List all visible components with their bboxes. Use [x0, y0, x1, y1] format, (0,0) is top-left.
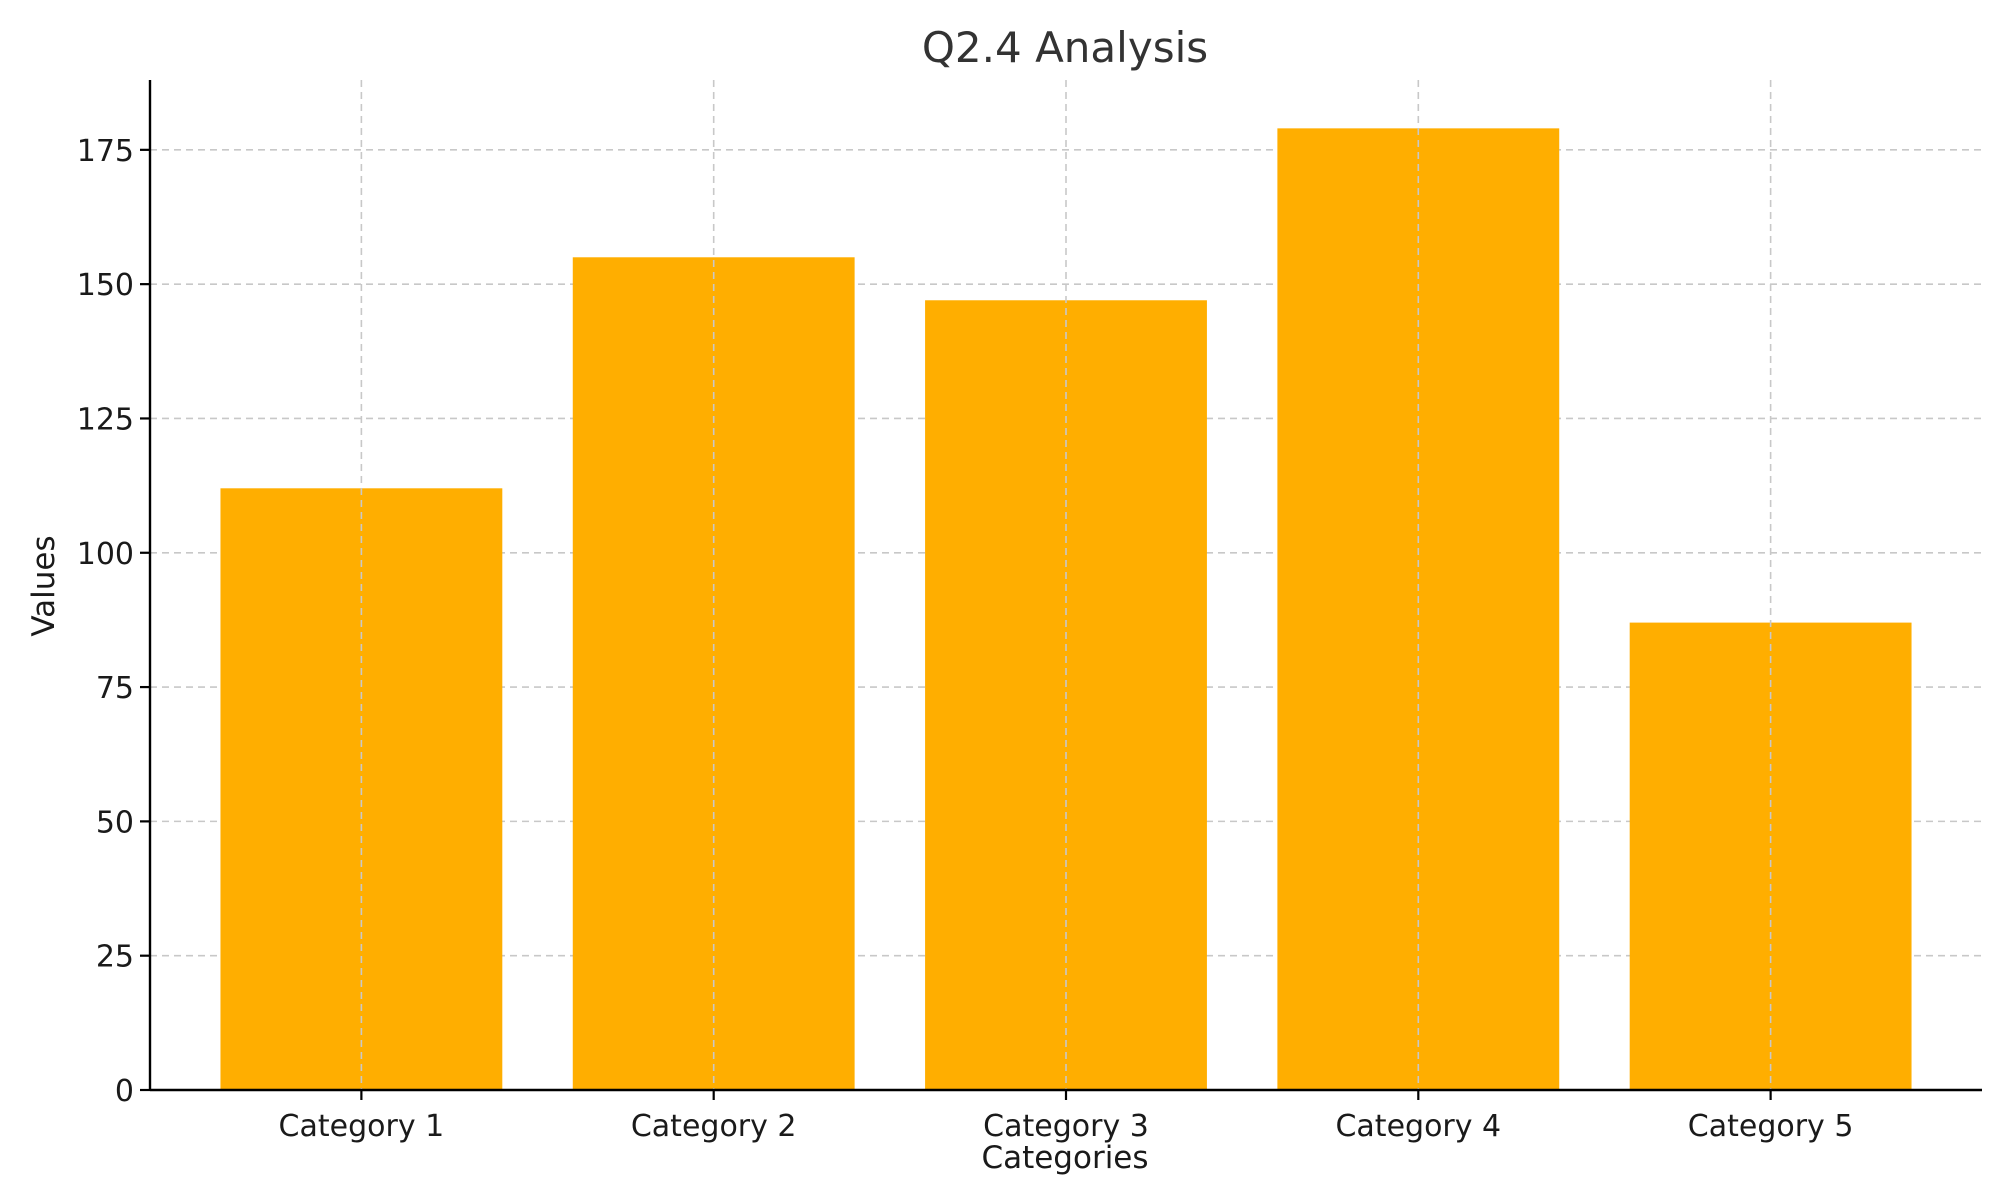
y-tick-label: 50	[96, 805, 134, 840]
x-tick-label: Category 3	[983, 1109, 1149, 1144]
y-tick-label: 150	[77, 268, 134, 303]
chart-title: Q2.4 Analysis	[922, 23, 1208, 72]
y-tick-label: 25	[96, 940, 134, 975]
x-tick-label: Category 4	[1335, 1109, 1501, 1144]
bar-5	[1629, 622, 1912, 1090]
x-tick-label: Category 1	[279, 1109, 445, 1144]
y-tick-label: 100	[77, 537, 134, 572]
y-tick-label: 175	[77, 134, 134, 169]
x-tick-label: Category 5	[1688, 1109, 1854, 1144]
y-tick-label: 75	[96, 671, 134, 706]
y-ticks: 0 25 50 75 100 125 150 175	[77, 134, 150, 1109]
x-tick-label: Category 2	[631, 1109, 797, 1144]
y-tick-label: 125	[77, 402, 134, 437]
y-axis-label: Values	[26, 535, 62, 636]
vertical-grid	[360, 80, 1772, 1090]
y-tick-label: 0	[115, 1074, 134, 1109]
x-axis-label: Categories	[981, 1140, 1148, 1176]
x-ticks: Category 1 Category 2 Category 3 Category 4…	[279, 1090, 1854, 1144]
